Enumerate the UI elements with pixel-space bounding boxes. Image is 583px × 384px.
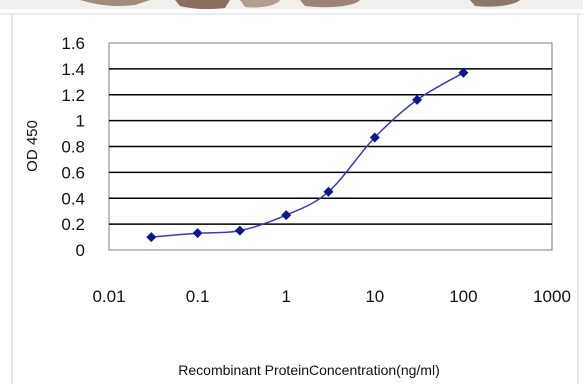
- x-tick-label: 0.01: [92, 287, 125, 306]
- data-points: [146, 67, 469, 243]
- gridlines: [109, 68, 552, 225]
- data-point-marker: [412, 94, 423, 105]
- x-axis-label: Recombinant ProteinConcentration(ng/ml): [178, 362, 439, 378]
- x-tick-label: 1: [281, 287, 290, 306]
- data-point-marker: [323, 186, 334, 197]
- y-tick-label: 1.4: [61, 60, 85, 79]
- x-tick-label: 100: [449, 287, 477, 306]
- x-tick-labels: 0.01 0.1 1 10 100 1000: [92, 287, 570, 306]
- data-point-marker: [281, 210, 292, 221]
- y-axis-label: OD 450: [24, 120, 41, 172]
- data-point-marker: [234, 225, 245, 236]
- y-tick-labels: 0 0.2 0.4 0.6 0.8 1 1.2 1.4 1.6: [61, 34, 85, 260]
- y-tick-label: 0.8: [61, 138, 85, 157]
- y-tick-label: 0: [76, 241, 85, 260]
- data-point-marker: [458, 67, 469, 78]
- y-tick-label: 1.6: [61, 34, 85, 53]
- y-tick-label: 1: [76, 112, 85, 131]
- data-point-marker: [369, 132, 380, 143]
- y-tick-label: 0.2: [61, 215, 85, 234]
- y-tick-label: 0.6: [61, 163, 85, 182]
- x-tick-label: 1000: [533, 287, 571, 306]
- data-point-marker: [192, 228, 203, 239]
- y-tick-label: 0.4: [61, 189, 85, 208]
- data-point-marker: [146, 232, 157, 243]
- cropped-image-strip: [0, 0, 583, 20]
- y-tick-label: 1.2: [61, 86, 85, 105]
- x-tick-label: 0.1: [186, 287, 210, 306]
- x-tick-label: 10: [365, 287, 384, 306]
